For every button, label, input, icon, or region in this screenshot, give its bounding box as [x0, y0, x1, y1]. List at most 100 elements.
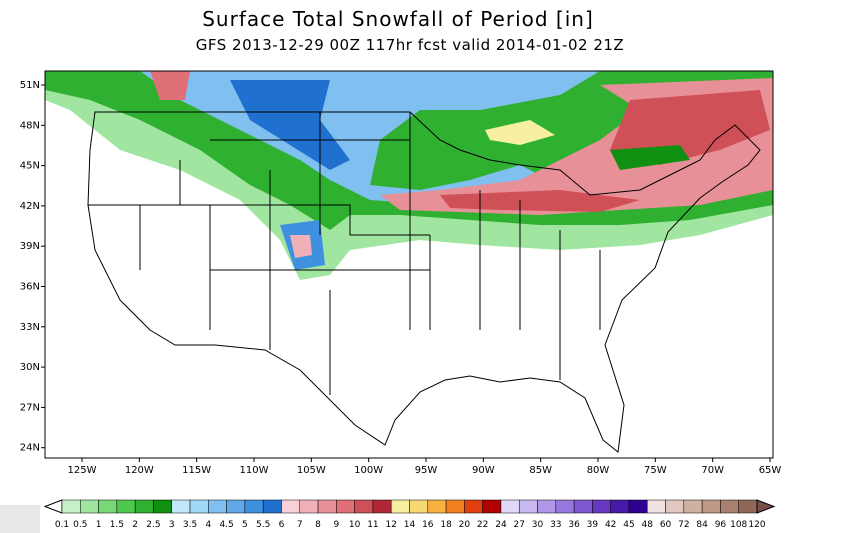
- map-frame: [44, 70, 774, 459]
- colorbar-label: 24: [495, 520, 507, 530]
- lat-label: 42N: [20, 201, 40, 212]
- title: Surface Total Snowfall of Period [in]: [202, 7, 594, 31]
- colorbar-box: [701, 499, 721, 514]
- colorbar-box: [244, 499, 264, 514]
- colorbar-box: [171, 499, 191, 514]
- colorbar-label: 108: [730, 520, 747, 530]
- colorbar-box: [262, 499, 282, 514]
- colorbar-label: 39: [587, 520, 599, 530]
- colorbar-box: [683, 499, 703, 514]
- colorbar-box: [573, 499, 593, 514]
- colorbar-label: 60: [660, 520, 672, 530]
- colorbar-label: 1.5: [110, 520, 124, 530]
- subtitle: GFS 2013-12-29 00Z 117hr fcst valid 2014…: [196, 36, 624, 54]
- side-panel: [0, 505, 40, 533]
- colorbar-label: 72: [678, 520, 689, 530]
- colorbar-label: 11: [367, 520, 378, 530]
- colorbar-box: [281, 499, 301, 514]
- colorbar-box: [427, 499, 447, 514]
- colorbar-box: [464, 499, 483, 514]
- colorbar-box: [445, 499, 465, 514]
- lon-label: 105W: [297, 465, 326, 476]
- colorbar-box: [80, 499, 99, 514]
- lat-label: 51N: [20, 80, 40, 91]
- lat-label: 45N: [20, 161, 40, 172]
- colorbar-label: 3: [169, 520, 175, 530]
- colorbar-label: 22: [477, 520, 488, 530]
- colorbar-label: 8: [315, 520, 321, 530]
- colorbar-box: [500, 499, 520, 514]
- lat-label: 30N: [20, 362, 40, 373]
- colorbar-label: 42: [605, 520, 616, 530]
- colorbar-box: [116, 499, 136, 514]
- lon-label: 120W: [125, 465, 154, 476]
- colorbar-box: [317, 499, 337, 514]
- colorbar-box: [372, 499, 392, 514]
- colorbar-label: 0.1: [55, 520, 69, 530]
- colorbar-box: [555, 499, 575, 514]
- lon-label: 85W: [529, 465, 552, 476]
- colorbar-label: 120: [748, 520, 765, 530]
- lat-label: 27N: [20, 402, 40, 413]
- colorbar-label: 20: [459, 520, 471, 530]
- snowfall-shading: [45, 71, 773, 280]
- colorbar-label: 6: [279, 520, 285, 530]
- map: [44, 70, 774, 459]
- lon-label: 70W: [701, 465, 724, 476]
- lon-label: 110W: [240, 465, 269, 476]
- colorbar-box: [354, 499, 374, 514]
- colorbar-box: [592, 499, 611, 514]
- colorbar-label: 48: [642, 520, 654, 530]
- colorbar: 0.1 0.5 1 1.5 2 2.5 3 3.5 4 4.5 5 5.5 6 7 8 9 10 11 12 14 16…: [43, 499, 776, 530]
- colorbar-box: [208, 499, 227, 514]
- colorbar-end: [43, 499, 63, 514]
- colorbar-box: [610, 499, 630, 514]
- colorbar-label: 14: [404, 520, 416, 530]
- colorbar-box: [98, 499, 118, 514]
- colorbar-label: 36: [568, 520, 580, 530]
- colorbar-label: 33: [550, 520, 561, 530]
- colorbar-label: 96: [715, 520, 727, 530]
- colorbar-box: [647, 499, 666, 514]
- colorbar-label: 27: [514, 520, 525, 530]
- lon-label: 100W: [354, 465, 383, 476]
- lat-label: 39N: [20, 241, 40, 252]
- colorbar-label: 2: [132, 520, 138, 530]
- colorbar-box: [226, 499, 246, 514]
- lon-label: 95W: [415, 465, 438, 476]
- colorbar-label: 18: [440, 520, 452, 530]
- colorbar-box: [409, 499, 429, 514]
- lat-label: 24N: [20, 443, 40, 454]
- colorbar-label: 4: [205, 520, 211, 530]
- axis-labels: 51N 48N 45N 42N 39N 36N 33N 30N 27N 24N 125W 120W 11…: [20, 80, 782, 476]
- colorbar-label: 16: [422, 520, 434, 530]
- colorbar-box: [738, 499, 758, 514]
- colorbar-box: [628, 499, 648, 514]
- lon-label: 75W: [644, 465, 667, 476]
- colorbar-box: [537, 499, 557, 514]
- lon-label: 80W: [587, 465, 610, 476]
- colorbar-label: 84: [696, 520, 708, 530]
- colorbar-label: 7: [297, 520, 303, 530]
- colorbar-label: 45: [623, 520, 634, 530]
- colorbar-box: [61, 499, 81, 514]
- colorbar-end: [756, 499, 776, 514]
- colorbar-box: [665, 499, 685, 514]
- colorbar-label: 30: [532, 520, 544, 530]
- lat-label: 48N: [20, 120, 40, 131]
- colorbar-label: 0.5: [73, 520, 87, 530]
- colorbar-label: 1: [96, 520, 102, 530]
- colorbar-box: [482, 499, 502, 514]
- colorbar-label: 5: [242, 520, 248, 530]
- colorbar-label: 9: [333, 520, 339, 530]
- colorbar-box: [189, 499, 209, 514]
- colorbar-box: [518, 499, 538, 514]
- boundaries: [87, 111, 761, 453]
- lon-label: 65W: [759, 465, 782, 476]
- colorbar-box: [134, 499, 154, 514]
- lat-label: 33N: [20, 322, 40, 333]
- colorbar-box: [299, 499, 319, 514]
- colorbar-label: 4.5: [219, 520, 233, 530]
